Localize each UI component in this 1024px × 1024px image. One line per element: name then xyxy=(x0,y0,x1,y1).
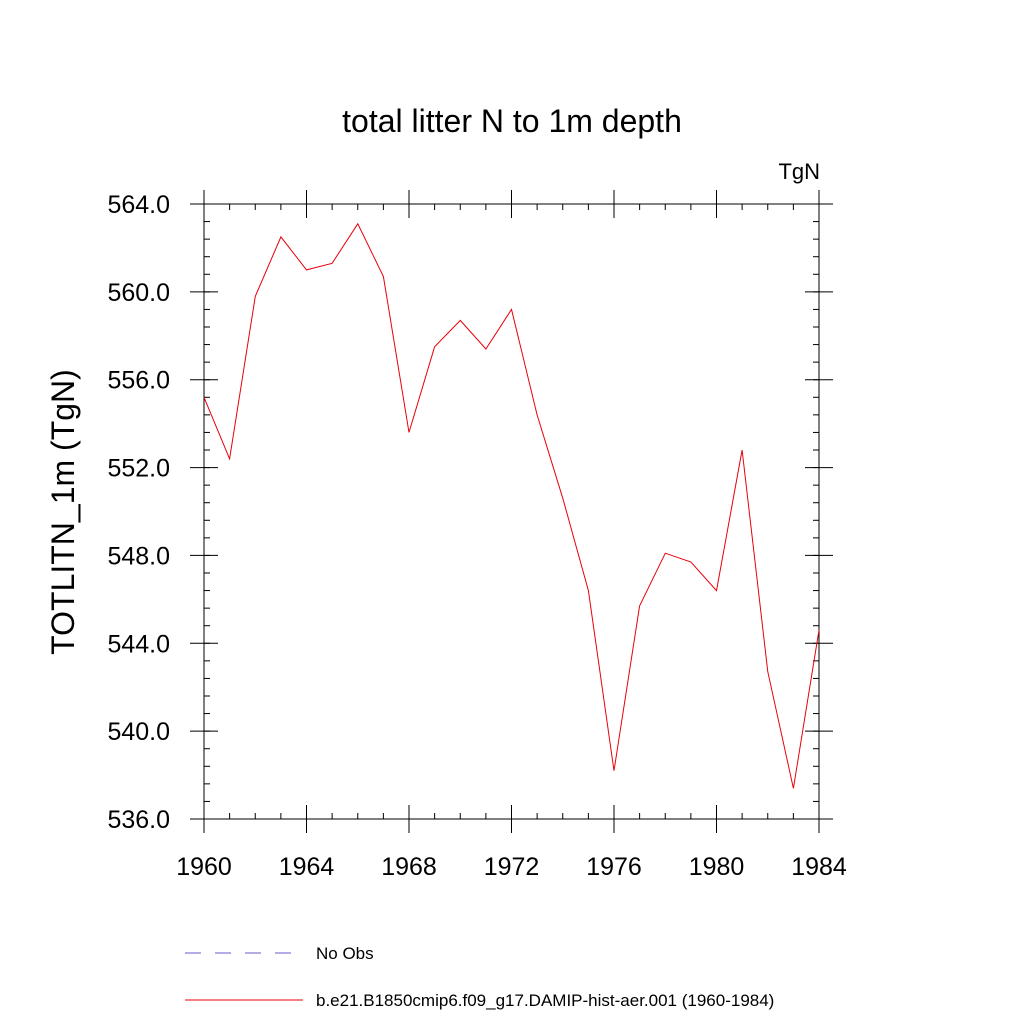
major-ticks xyxy=(190,190,833,833)
y-axis-label: TOTLITN_1m (TgN) xyxy=(45,369,81,655)
y-tick-label: 548.0 xyxy=(107,542,170,570)
legend-label-no-obs: No Obs xyxy=(316,944,374,963)
x-tick-label: 1984 xyxy=(791,853,847,881)
y-tick-label: 556.0 xyxy=(107,367,170,395)
x-tick-label: 1960 xyxy=(176,853,232,881)
minor-ticks xyxy=(203,203,820,820)
y-tick-labels: 536.0 540.0 544.0 548.0 552.0 556.0 560.0 564.0 xyxy=(107,191,170,834)
x-tick-label: 1980 xyxy=(689,853,745,881)
units-label: TgN xyxy=(778,159,820,184)
y-tick-label: 544.0 xyxy=(107,630,170,658)
y-tick-label: 540.0 xyxy=(107,718,170,746)
x-tick-label: 1968 xyxy=(381,853,437,881)
chart-title: total litter N to 1m depth xyxy=(342,103,682,139)
x-tick-labels: 1960 1964 1968 1972 1976 1980 1984 xyxy=(176,853,847,881)
series-lines xyxy=(203,222,820,789)
x-tick-label: 1976 xyxy=(586,853,642,881)
x-tick-label: 1964 xyxy=(279,853,335,881)
plot-frame xyxy=(203,203,820,820)
x-tick-label: 1972 xyxy=(484,853,540,881)
legend-label-model: b.e21.B1850cmip6.f09_g17.DAMIP-hist-aer.… xyxy=(316,991,774,1010)
series-line xyxy=(203,222,820,789)
y-tick-label: 552.0 xyxy=(107,455,170,483)
y-tick-label: 560.0 xyxy=(107,279,170,307)
legend: No Obs b.e21.B1850cmip6.f09_g17.DAMIP-hi… xyxy=(185,944,774,1010)
y-tick-label: 536.0 xyxy=(107,806,170,834)
y-tick-label: 564.0 xyxy=(107,191,170,219)
